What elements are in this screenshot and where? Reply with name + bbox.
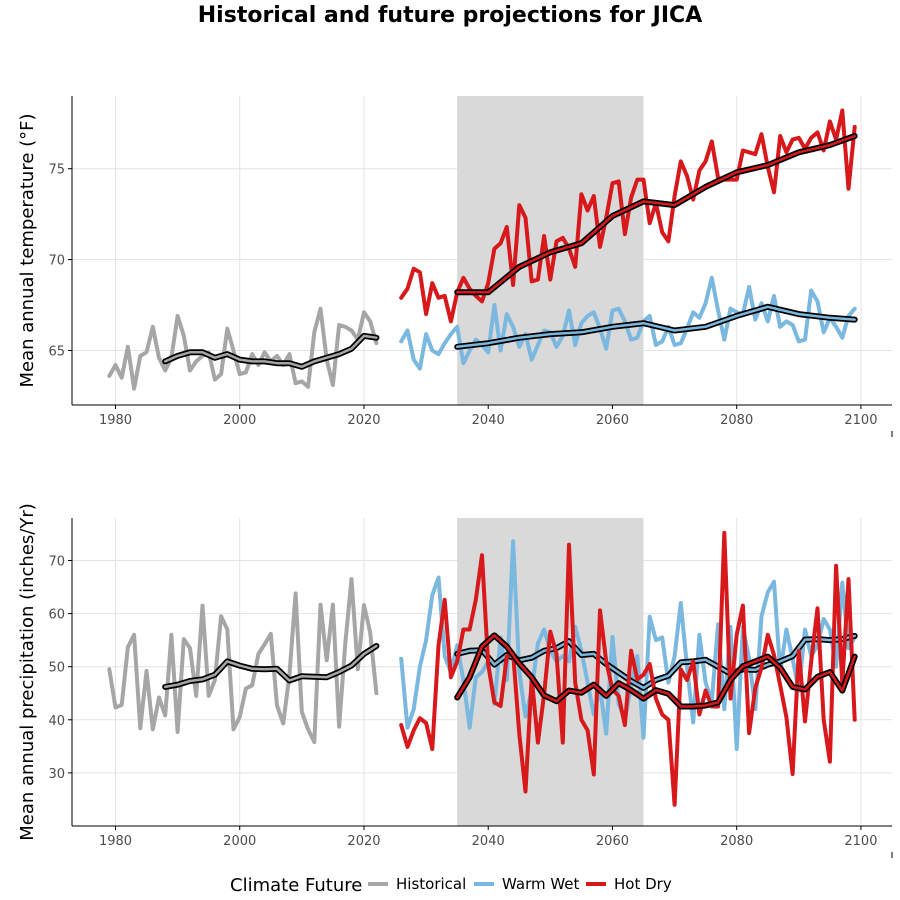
x-tick-label: 2000 xyxy=(223,413,256,428)
y-tick-label: 40 xyxy=(48,714,65,729)
series-historical-smooth xyxy=(163,334,378,369)
y-tick-label: 30 xyxy=(48,767,65,782)
legend: Climate Future Historical Warm Wet Hot Dry xyxy=(230,875,672,896)
series-warm-wet-smooth xyxy=(455,305,856,349)
temperature-panel: 1980 2000 2020 2040 2060 2080 2100 65 70 75 Mean a… xyxy=(17,96,893,437)
series-hot-dry-smooth xyxy=(455,634,856,708)
x-tick-label: 2080 xyxy=(720,834,753,849)
series-hot-dry-smooth xyxy=(455,134,856,294)
x-tick-label: 2040 xyxy=(472,834,505,849)
y-tick-label: 65 xyxy=(48,344,65,359)
precipitation-panel: 1980 2000 2020 2040 2060 2080 2100 30 40 50 60 70 Me… xyxy=(17,503,893,858)
legend-title: Climate Future xyxy=(230,875,362,896)
legend-label: Warm Wet xyxy=(502,875,580,893)
y-tick-label: 60 xyxy=(48,608,65,623)
series-historical-line xyxy=(107,577,379,745)
y-axis-label: Mean annual temperature (°F) xyxy=(17,113,38,387)
series-warm-wet-line xyxy=(399,275,857,371)
series-historical-line xyxy=(107,306,379,391)
x-tick-label: 1980 xyxy=(99,413,132,428)
series-warm-wet-smooth xyxy=(455,634,856,690)
y-tick-label: 75 xyxy=(48,163,65,178)
x-tick-label: 2020 xyxy=(347,834,380,849)
legend-label: Hot Dry xyxy=(614,875,672,893)
y-tick-label: 70 xyxy=(48,254,65,269)
x-tick-label: 2060 xyxy=(596,413,629,428)
y-tick-label: 70 xyxy=(48,554,65,569)
chart-title: Historical and future projections for JI… xyxy=(198,3,702,28)
legend-label: Historical xyxy=(396,875,466,893)
y-axis-label: Mean annual precipitation (inches/Yr) xyxy=(17,503,38,841)
series-hot-dry-line xyxy=(399,108,857,324)
x-tick-label: 2060 xyxy=(596,834,629,849)
x-tick-label: 2000 xyxy=(223,834,256,849)
series-historical-smooth xyxy=(163,644,378,689)
x-tick-label: 1980 xyxy=(99,834,132,849)
x-tick-label: 2080 xyxy=(720,413,753,428)
x-tick-label: 2020 xyxy=(347,413,380,428)
y-tick-label: 50 xyxy=(48,661,65,676)
x-tick-label: 2040 xyxy=(472,413,505,428)
x-tick-label: 2100 xyxy=(844,834,877,849)
x-tick-label: 2100 xyxy=(844,413,877,428)
